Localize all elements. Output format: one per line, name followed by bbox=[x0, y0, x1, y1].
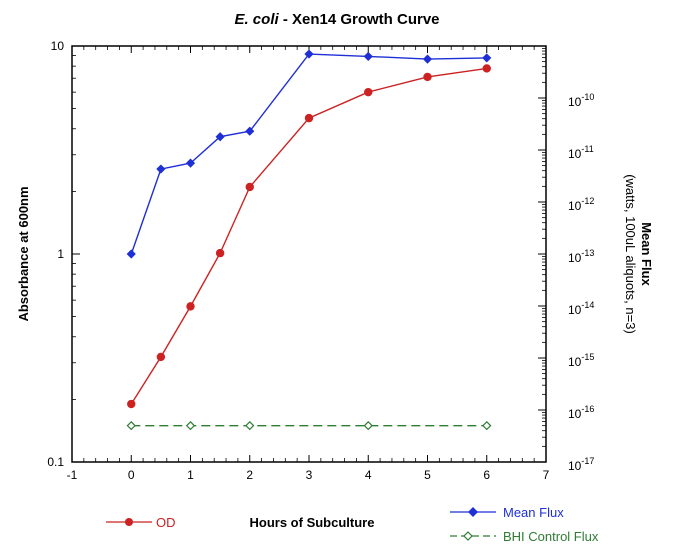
y2-tick-label: 10-14 bbox=[568, 300, 594, 317]
data-point-od bbox=[482, 64, 491, 73]
y2-tick-base: 10 bbox=[568, 251, 582, 265]
y2-tick-label: 10-15 bbox=[568, 352, 594, 369]
legend-od-label: OD bbox=[156, 515, 176, 530]
y-tick-labels: 0.1 1 10 bbox=[47, 39, 64, 469]
tick-marks bbox=[71, 45, 547, 463]
series-layer bbox=[126, 49, 492, 431]
data-point-bhi-control-flux bbox=[126, 421, 136, 431]
data-point-bhi-control-flux bbox=[185, 421, 196, 431]
y2-tick-label: 10-13 bbox=[568, 248, 594, 265]
legend-item-mean-flux: Mean Flux bbox=[450, 505, 564, 520]
x-tick-label: 2 bbox=[246, 468, 253, 482]
y2-tick-base: 10 bbox=[568, 459, 582, 473]
y2-tick-label: 10-10 bbox=[568, 92, 594, 109]
data-point-mean-flux bbox=[363, 51, 373, 62]
y2-tick-base: 10 bbox=[568, 407, 582, 421]
chart-title-rest: - Xen14 Growth Curve bbox=[279, 11, 440, 28]
data-point-mean-flux bbox=[304, 49, 314, 59]
plot-area-frame bbox=[71, 45, 547, 463]
legend: OD Mean Flux BHI Control Flux bbox=[106, 505, 599, 544]
y2-axis-label-line1: Mean Flux bbox=[639, 222, 654, 286]
data-point-mean-flux bbox=[126, 249, 136, 259]
data-point-od bbox=[186, 302, 195, 311]
y2-tick-label: 10-16 bbox=[568, 404, 594, 421]
y2-tick-exponent: -11 bbox=[581, 144, 593, 154]
data-point-od bbox=[304, 113, 314, 123]
series-line-mean-flux bbox=[130, 53, 487, 255]
y2-tick-base: 10 bbox=[568, 95, 582, 109]
y2-axis-label-line2: (watts, 100uL aliquots, n=3) bbox=[623, 174, 638, 334]
y-tick-label: 10 bbox=[51, 39, 65, 53]
x-axis-label: Hours of Subculture bbox=[250, 515, 375, 530]
legend-od-marker bbox=[125, 518, 133, 526]
x-tick-labels: -1 0 1 2 3 4 5 6 7 bbox=[67, 468, 550, 482]
x-tick-label: 4 bbox=[365, 468, 372, 482]
data-point-od bbox=[364, 87, 373, 97]
x-tick-label: 5 bbox=[424, 468, 431, 482]
legend-bhi-marker bbox=[463, 531, 473, 541]
legend-item-bhi-control-flux: BHI Control Flux bbox=[450, 529, 599, 544]
legend-mean-flux-marker bbox=[468, 507, 478, 517]
data-point-mean-flux bbox=[245, 126, 255, 136]
x-tick-label: 0 bbox=[128, 468, 135, 482]
legend-mean-flux-label: Mean Flux bbox=[503, 505, 564, 520]
y-tick-label: 0.1 bbox=[47, 455, 64, 469]
data-point-od bbox=[215, 248, 225, 258]
y2-tick-base: 10 bbox=[568, 147, 582, 161]
x-tick-label: -1 bbox=[67, 468, 78, 482]
data-point-od bbox=[245, 182, 254, 192]
y-tick-label: 1 bbox=[57, 247, 64, 261]
x-tick-label: 7 bbox=[543, 468, 550, 482]
x-tick-label: 3 bbox=[306, 468, 313, 482]
legend-item-od: OD bbox=[106, 515, 176, 530]
data-point-od bbox=[156, 352, 166, 362]
y2-tick-base: 10 bbox=[568, 303, 582, 317]
x-tick-label: 1 bbox=[187, 468, 194, 482]
data-point-od bbox=[423, 72, 432, 82]
y-axis-label: Absorbance at 600nm bbox=[16, 186, 31, 321]
data-point-mean-flux bbox=[156, 164, 166, 174]
data-point-od bbox=[127, 399, 136, 409]
y2-tick-label: 10-11 bbox=[568, 144, 594, 161]
x-tick-label: 6 bbox=[483, 468, 490, 482]
y2-tick-exponent: -14 bbox=[581, 300, 594, 310]
y2-tick-base: 10 bbox=[568, 355, 582, 369]
y2-tick-base: 10 bbox=[568, 199, 582, 213]
y2-tick-exponent: -16 bbox=[581, 404, 594, 414]
chart-title-italic: E. coli bbox=[234, 11, 279, 28]
data-point-bhi-control-flux bbox=[245, 421, 255, 431]
y2-tick-exponent: -10 bbox=[581, 92, 594, 102]
y2-tick-label: 10-17 bbox=[568, 456, 594, 473]
y2-tick-label: 10-12 bbox=[568, 196, 594, 213]
chart-title: E. coli - Xen14 Growth Curve bbox=[234, 11, 439, 28]
data-point-bhi-control-flux bbox=[363, 421, 373, 431]
y2-tick-exponent: -15 bbox=[581, 352, 594, 362]
data-point-mean-flux bbox=[422, 54, 433, 64]
legend-bhi-label: BHI Control Flux bbox=[503, 529, 599, 544]
y2-tick-exponent: -12 bbox=[581, 196, 594, 206]
data-point-bhi-control-flux bbox=[482, 421, 492, 431]
data-point-mean-flux bbox=[482, 53, 492, 63]
data-point-mean-flux bbox=[215, 132, 225, 142]
y2-tick-exponent: -17 bbox=[581, 456, 594, 466]
data-point-mean-flux bbox=[185, 158, 196, 168]
y2-tick-exponent: -13 bbox=[581, 248, 594, 258]
